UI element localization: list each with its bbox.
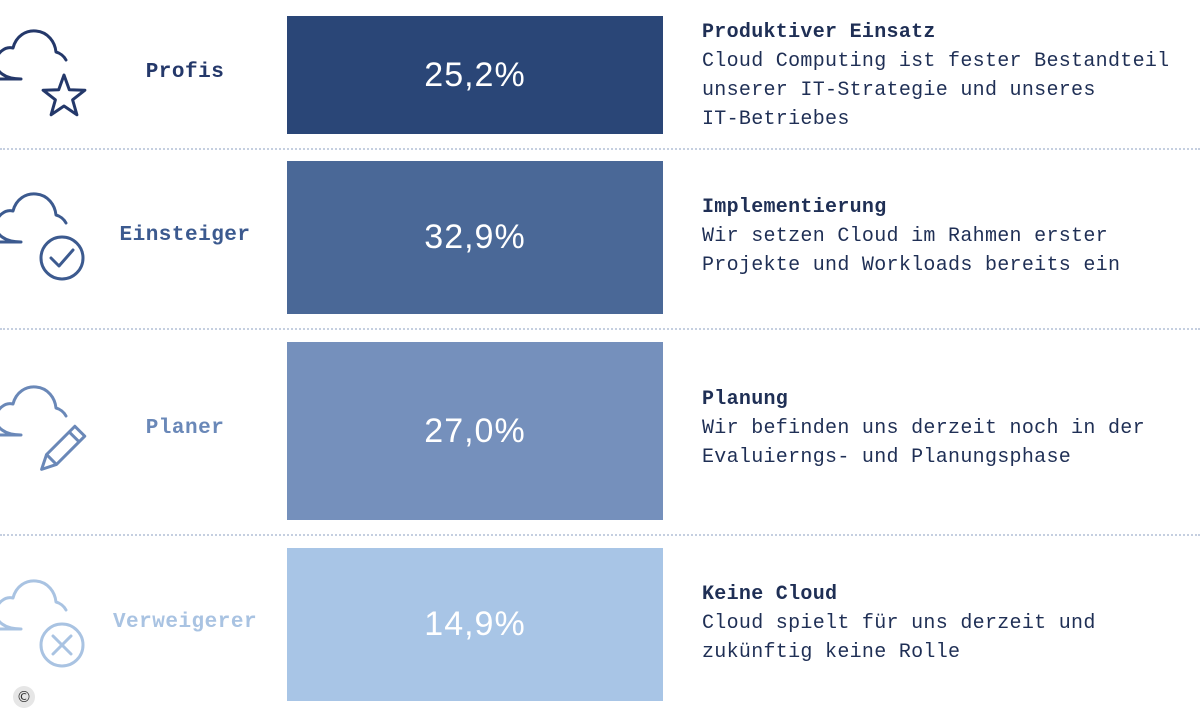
category-label: Einsteiger: [119, 223, 251, 247]
cloud-star-icon: [0, 0, 100, 117]
description-block: Produktiver Einsatz Cloud Computing ist f…: [702, 18, 1200, 134]
data-bar: 14,9%: [287, 548, 663, 701]
cloud-x-icon: [0, 549, 100, 667]
value-label: 32,9%: [424, 218, 526, 256]
description-title: Planung: [702, 388, 789, 411]
data-bar: 32,9%: [287, 161, 663, 314]
description-title: Implementierung: [702, 196, 887, 219]
description-block: Implementierung Wir setzen Cloud im Rahme…: [702, 193, 1200, 280]
row-divider: [0, 328, 1200, 330]
row-divider: [0, 534, 1200, 536]
category-label: Profis: [145, 61, 225, 84]
data-bar: 25,2%: [287, 16, 663, 134]
description-title: Produktiver Einsatz: [702, 21, 936, 44]
category-label: Verweigerer: [112, 610, 258, 634]
cloud-pencil-icon: [0, 355, 100, 471]
description-title: Keine Cloud: [702, 583, 838, 606]
data-bar: 27,0%: [287, 342, 663, 520]
description-block: Keine Cloud Cloud spielt für uns derzeit …: [702, 580, 1200, 667]
description-line: Cloud Computing ist fester Bestandteil: [702, 50, 1170, 73]
description-line: unserer IT-Strategie und unseres: [702, 79, 1096, 102]
description-line: Projekte und Workloads bereits ein: [702, 254, 1121, 277]
category-label: Planer: [145, 417, 225, 440]
description-line: Evaluierngs- und Planungsphase: [702, 446, 1072, 469]
description-line: IT-Betriebes: [702, 108, 850, 131]
row-divider: [0, 148, 1200, 150]
value-label: 27,0%: [424, 411, 526, 450]
value-label: 25,2%: [424, 55, 526, 94]
description-block: Planung Wir befinden uns derzeit noch in …: [702, 385, 1200, 472]
copyright-mark: ©: [13, 686, 35, 708]
cloud-check-icon: [0, 162, 100, 280]
description-line: zukünftig keine Rolle: [702, 641, 961, 664]
description-line: Wir setzen Cloud im Rahmen erster: [702, 225, 1108, 248]
description-line: Cloud spielt für uns derzeit und: [702, 612, 1096, 635]
description-line: Wir befinden uns derzeit noch in der: [702, 417, 1145, 440]
value-label: 14,9%: [424, 605, 526, 643]
